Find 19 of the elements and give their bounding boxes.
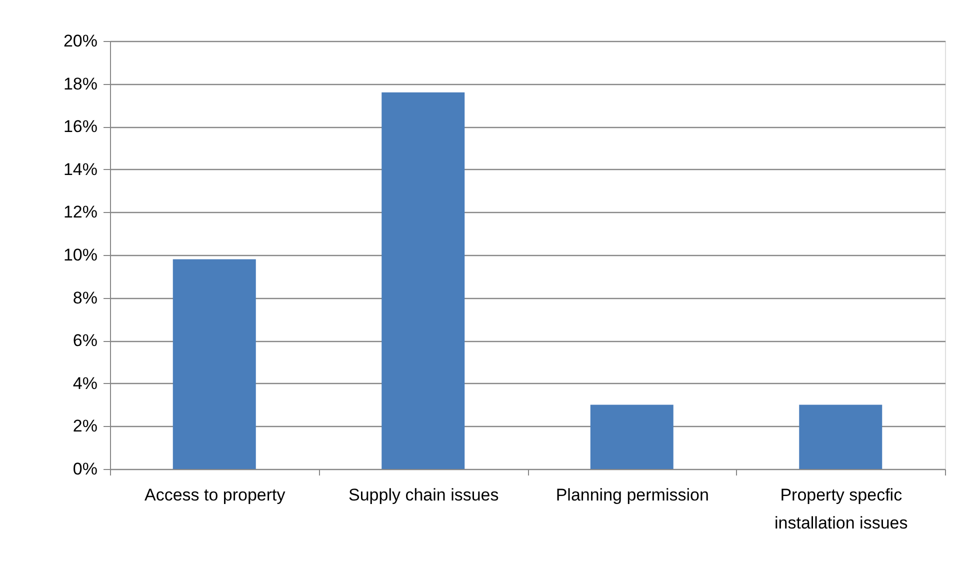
y-tick-label: 12%	[63, 202, 98, 222]
y-tick-label: 2%	[72, 416, 98, 436]
bar	[172, 259, 256, 469]
bar	[382, 92, 465, 469]
y-tick-label: 16%	[63, 117, 98, 136]
y-tick-label: 6%	[72, 331, 98, 350]
y-tick-label: 14%	[63, 160, 98, 179]
y-tick-label: 8%	[72, 288, 98, 308]
y-tick-label: 10%	[63, 246, 98, 264]
bar	[799, 404, 882, 469]
x-tick-label: Access to property	[144, 486, 286, 504]
y-tick-label: 18%	[63, 74, 98, 94]
y-tick-label: 4%	[72, 374, 98, 393]
x-tick-label: Property specfic installation issues	[774, 486, 908, 532]
y-tick-label: 20%	[63, 32, 98, 50]
y-tick-label: 0%	[72, 460, 98, 478]
x-tick-label: Supply chain issues	[348, 486, 499, 504]
bar	[590, 404, 674, 469]
x-tick-label: Planning permission	[556, 486, 709, 504]
